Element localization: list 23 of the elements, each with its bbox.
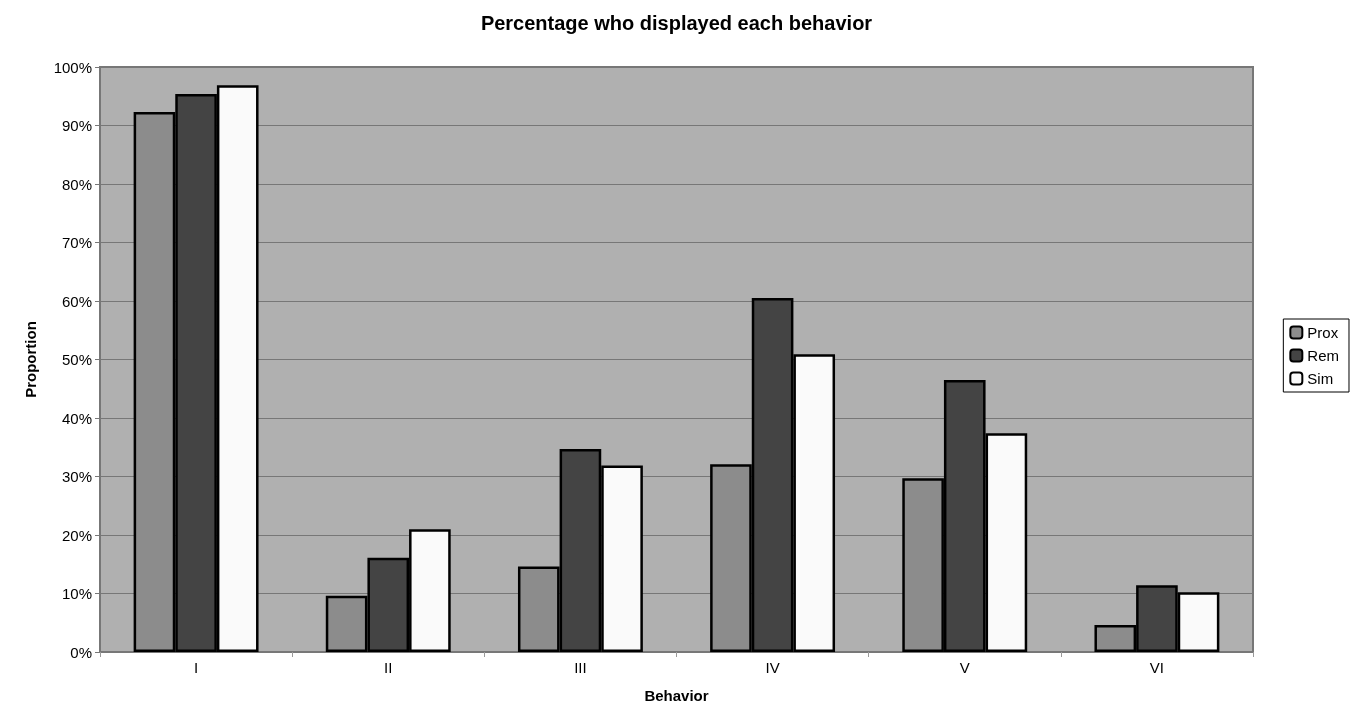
x-tick-label: II — [384, 659, 393, 676]
x-tick-label: IV — [765, 659, 780, 676]
legend-label: Prox — [1307, 324, 1339, 341]
y-tick-label: 40% — [61, 409, 92, 427]
y-tick-label: 80% — [61, 175, 92, 193]
x-tick-label: III — [574, 659, 587, 676]
legend-label: Sim — [1307, 370, 1334, 387]
chart-title: Percentage who displayed each behavior — [480, 12, 873, 34]
y-tick-label: 10% — [61, 585, 92, 602]
x-tick-label: VI — [1149, 659, 1165, 676]
y-tick-label: 0% — [70, 643, 92, 661]
y-tick-label: 60% — [61, 292, 92, 310]
y-tick-label: 90% — [61, 117, 92, 134]
y-tick-label: 100% — [53, 58, 92, 76]
y-tick-label: 50% — [61, 351, 92, 368]
y-tick-label: 20% — [61, 526, 92, 544]
x-tick-label: V — [959, 659, 970, 676]
x-axis-title: Behavior — [644, 687, 709, 704]
y-axis-title: Proportion — [22, 321, 39, 398]
legend-label: Rem — [1307, 347, 1339, 364]
y-tick-label: 70% — [61, 234, 92, 251]
x-tick-label: I — [194, 659, 199, 676]
y-tick-label: 30% — [61, 468, 92, 485]
